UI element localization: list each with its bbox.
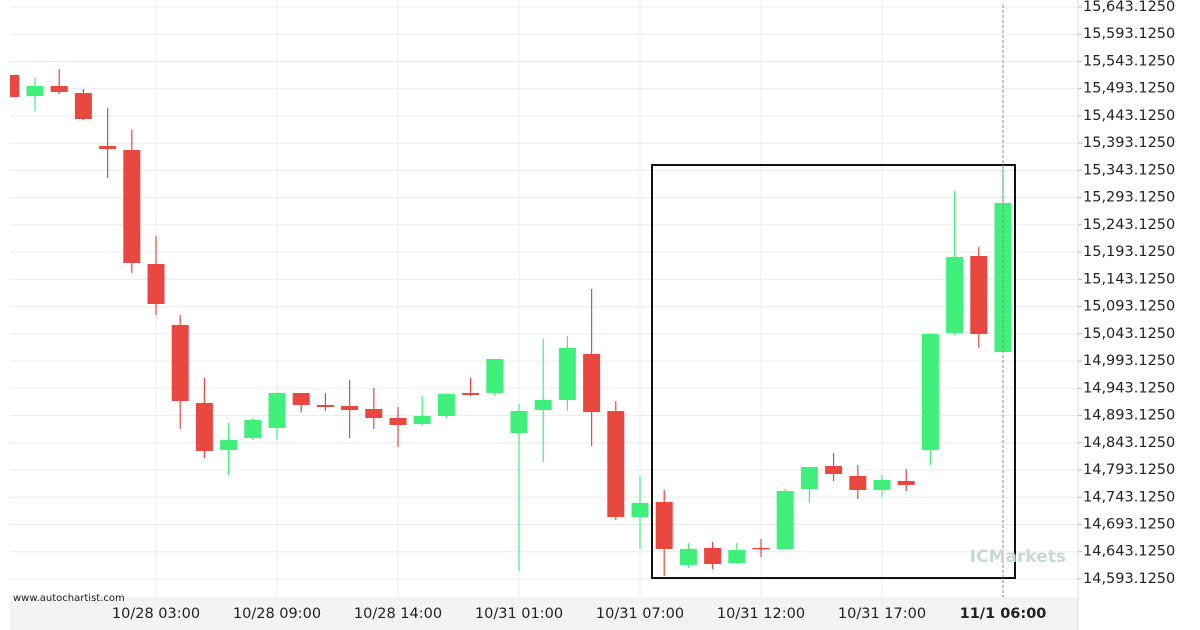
candle-body [244, 419, 262, 438]
candle-body [583, 354, 601, 413]
candle-body [679, 548, 697, 565]
candle-body [10, 75, 20, 98]
y-axis-band [1078, 0, 1200, 630]
candle-body [897, 480, 915, 486]
y-tick-label: 15,493.1250 [1083, 81, 1175, 97]
y-tick-label: 15,443.1250 [1083, 108, 1175, 124]
candle-body [607, 410, 625, 517]
x-tick-label: 10/31 17:00 [838, 606, 926, 622]
y-tick-label: 15,243.1250 [1083, 217, 1175, 233]
y-tick-label: 15,343.1250 [1083, 162, 1175, 178]
candle-body [462, 393, 480, 395]
y-tick-label: 14,793.1250 [1083, 462, 1175, 478]
x-tick-label: 10/28 14:00 [354, 606, 442, 622]
candle-body [946, 256, 964, 333]
candle-body [631, 502, 649, 517]
axes: 15,643.1250 15,593.1250 15,543.1250 15,493.… [112, 0, 1175, 622]
y-tick-label: 15,143.1250 [1083, 271, 1175, 287]
candle-body [728, 549, 746, 564]
candle-body [486, 359, 504, 394]
candle-body [752, 547, 770, 550]
candle-body [292, 393, 310, 405]
x-tick-label: 10/28 03:00 [112, 606, 200, 622]
candle-body [849, 475, 867, 490]
candle-body [220, 439, 238, 450]
x-tick-label: 10/31 01:00 [475, 606, 563, 622]
candle-body [365, 409, 383, 419]
candle-body [970, 256, 988, 334]
x-tick-label: 11/1 06:00 [960, 606, 1047, 622]
candle-body [510, 410, 528, 433]
x-tick-label: 10/31 07:00 [596, 606, 684, 622]
pattern-box [651, 164, 1016, 579]
y-tick-label: 14,643.1250 [1083, 544, 1175, 560]
x-tick-label: 10/31 12:00 [717, 606, 805, 622]
candle-body [534, 399, 552, 411]
source: www.autochartist.com [13, 593, 125, 604]
x-axis-band [10, 597, 1078, 630]
candle-body [268, 393, 286, 428]
candle-body [389, 418, 407, 425]
y-tick-label: 14,743.1250 [1083, 489, 1175, 505]
y-tick-label: 14,993.1250 [1083, 353, 1175, 369]
y-tick-label: 15,543.1250 [1083, 53, 1175, 69]
candle-body [437, 393, 455, 416]
y-tick-label: 14,693.1250 [1083, 516, 1175, 532]
candle-body [873, 479, 891, 490]
candle-body [74, 93, 92, 120]
candle-body [825, 465, 843, 475]
candles [10, 69, 1012, 576]
y-tick-label: 14,893.1250 [1083, 408, 1175, 424]
candle-body [171, 324, 189, 402]
y-tick-label: 15,643.1250 [1083, 0, 1175, 15]
candle-body [99, 146, 117, 150]
candle-body [800, 466, 818, 489]
candle-body [704, 547, 722, 564]
y-tick-label: 15,193.1250 [1083, 244, 1175, 260]
candle-body [316, 404, 334, 408]
candle-body [558, 348, 576, 400]
candle-body [26, 86, 44, 97]
candle-body [195, 402, 213, 452]
candle-body [776, 490, 794, 549]
y-tick-label: 15,043.1250 [1083, 326, 1175, 342]
y-tick-label: 14,843.1250 [1083, 435, 1175, 451]
candle-body [147, 264, 165, 305]
candle-body [413, 415, 431, 425]
y-tick-label: 15,393.1250 [1083, 135, 1175, 151]
watermark: ICMarkets [970, 547, 1066, 567]
candle-body [655, 501, 673, 549]
y-tick-label: 14,593.1250 [1083, 571, 1175, 587]
candle-body [921, 333, 939, 450]
y-tick-label: 15,593.1250 [1083, 26, 1175, 42]
x-tick-label: 10/28 09:00 [233, 606, 321, 622]
y-tick-label: 15,093.1250 [1083, 299, 1175, 315]
y-tick-label: 15,293.1250 [1083, 190, 1175, 206]
candle-body [123, 150, 141, 263]
y-tick-label: 14,943.1250 [1083, 380, 1175, 396]
candle-body [50, 86, 68, 93]
candle-body [341, 406, 359, 411]
